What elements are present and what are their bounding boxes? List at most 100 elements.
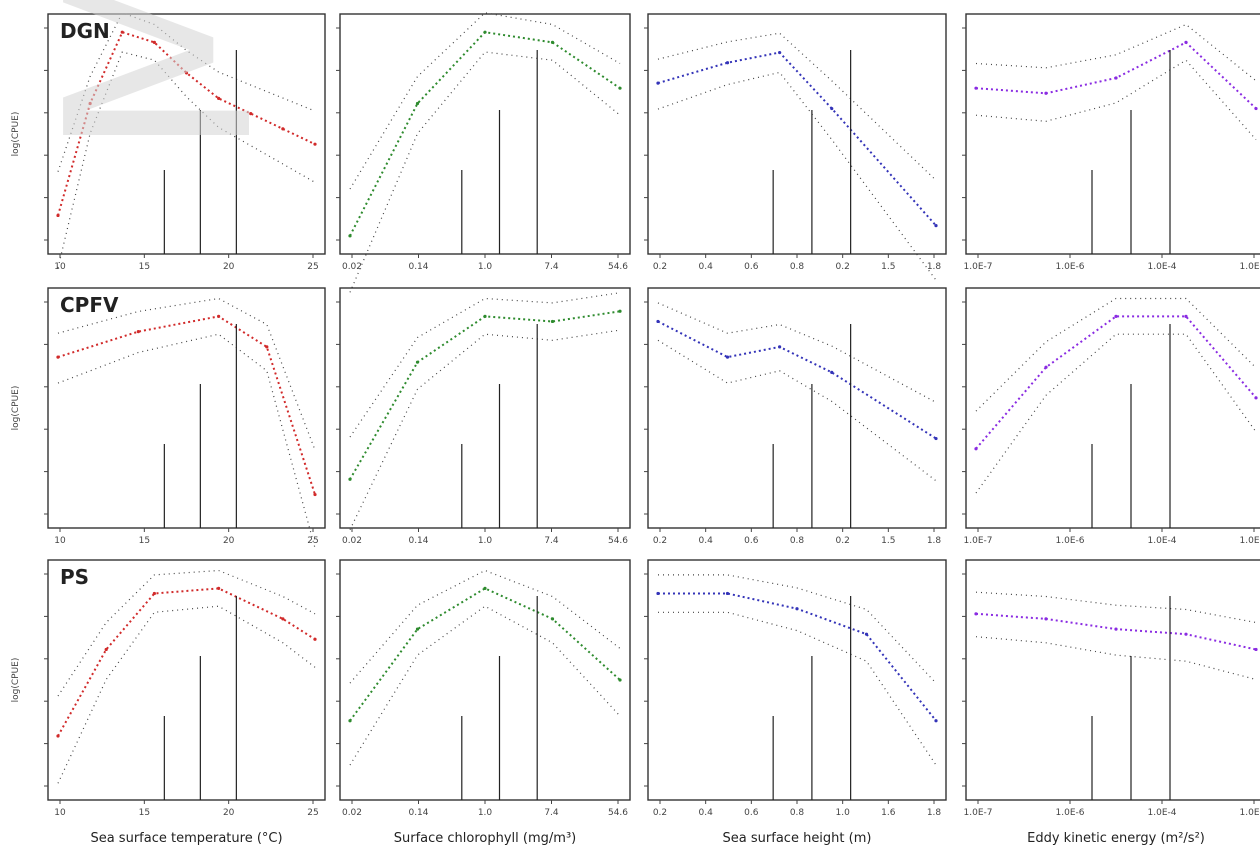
panel-ps-1-point	[217, 586, 221, 590]
panel-dgn-1-point	[313, 142, 317, 146]
panel-ps-1-xtick-label: 15	[139, 808, 150, 818]
panel-dgn-2-ci-lower	[349, 51, 621, 293]
panel-ps-1-point	[313, 637, 317, 641]
panel-cpfv-2-ci-upper	[349, 292, 621, 438]
panel-ps-1-point	[152, 591, 156, 596]
panel-ps-2-xtick-label: 0.02	[342, 808, 362, 818]
panel-cpfv-2-point	[483, 314, 487, 318]
panel-ps-1-point	[56, 734, 60, 738]
panel-cpfv-1-point	[217, 314, 221, 318]
panel-ps-4-xtick-label: 1.0E-6	[1056, 808, 1085, 818]
panel-dgn-3-point	[778, 50, 782, 55]
panel-dgn-3-xtick-label: 0.2	[653, 262, 667, 272]
panel-ps-1-series-line	[57, 587, 316, 737]
panel-cpfv-1-series-line	[57, 315, 316, 495]
panel-cpfv-3-point	[934, 436, 938, 441]
panel-dgn-1-xtick-label: 20	[223, 262, 235, 272]
panel-ps-3-ci-upper	[658, 574, 937, 684]
panel-ps-4-point	[1044, 617, 1048, 621]
panel-dgn-3-point	[934, 224, 938, 228]
panel-cpfv-2-point	[550, 319, 555, 324]
panel-cpfv-1-xtick-label: 15	[139, 536, 150, 546]
panel-cpfv-2-xtick-label: 54.6	[608, 536, 628, 546]
panel-ps-2-point	[618, 678, 622, 682]
panel-ps-1-ci-lower	[57, 605, 316, 784]
panel-ps-3-xtick-label: 0.2	[653, 808, 667, 818]
panel-dgn-1-ylabel: log(CPUE)	[11, 112, 21, 157]
panel-ps-2-series-line	[349, 587, 621, 722]
panel-ps-1-ci-upper	[57, 569, 316, 697]
panel-dgn-1-series-line	[57, 30, 316, 216]
panel-dgn-1-xtick-label: 15	[139, 262, 150, 272]
panel-ps-2-xtick-label: 0.14	[408, 808, 428, 818]
panel-cpfv-2-series-line	[349, 310, 621, 480]
panel-cpfv-3-point	[830, 370, 834, 374]
panel-dgn-1-xtick-label: 25	[307, 262, 318, 272]
panel-ps-3-series-line	[658, 592, 937, 722]
panel-dgn-3-point	[830, 106, 834, 111]
panel-cpfv-1-ci-lower	[57, 333, 316, 549]
xlabel-col-2: Surface chlorophyll (mg/m³)	[394, 831, 576, 846]
panel-dgn-3-xtick-label: 0.2	[836, 262, 850, 272]
panel-ps-2-point	[550, 617, 555, 621]
panel-dgn-4-xtick-label: 1.0E-4	[1148, 262, 1177, 272]
panel-cpfv-2-frame	[339, 287, 631, 529]
panel-cpfv-2-point	[348, 477, 352, 481]
panel-dgn-4-series-line	[975, 41, 1257, 110]
panel-cpfv-2-xtick-label: 0.02	[342, 536, 362, 546]
panel-dgn-2-point	[415, 101, 420, 106]
panel-dgn-4-point	[1114, 76, 1118, 80]
panel-cpfv-1-point	[56, 355, 60, 359]
panel-cpfv-2-xtick-label: 7.4	[544, 536, 559, 546]
panel-cpfv-3-xtick-label: 0.2	[836, 536, 850, 546]
panel-ps-4-point	[1114, 627, 1118, 631]
panel-cpfv-1-xtick-label: 20	[223, 536, 235, 546]
panel-dgn-4-xtick-label: 1.0E-7	[964, 262, 993, 272]
panel-cpfv-3-ci-upper	[657, 302, 937, 403]
xlabel-col-3: Sea surface height (m)	[723, 831, 872, 846]
panel-dgn-1-point	[56, 213, 60, 218]
panel-ps-3-xtick-label: 0.8	[790, 808, 805, 818]
panel-ps-3-ci-lower	[658, 611, 937, 766]
panel-dgn-2-point	[348, 234, 352, 238]
panel-cpfv-1-point	[265, 345, 269, 349]
panel-dgn-3-point	[725, 61, 730, 65]
panel-dgn-3-point	[656, 81, 660, 85]
panel-ps-1-xtick-label: 20	[223, 808, 235, 818]
panel-cpfv-4-xtick-label: 1.0E-7	[964, 536, 993, 546]
panel-ps-3-xtick-label: 1.8	[927, 808, 942, 818]
panel-ps-4-ci-upper	[975, 591, 1257, 624]
panel-cpfv-3-point	[778, 345, 782, 349]
panel-dgn-1-point	[281, 127, 285, 131]
panel-ps-1-point	[281, 617, 285, 621]
panel-dgn-2-series-line	[349, 31, 621, 237]
panel-dgn-1-point	[120, 30, 124, 34]
panel-ps-4-xtick-label: 1.0E-2	[1240, 808, 1260, 818]
panel-cpfv-4-xtick-label: 1.0E-6	[1056, 536, 1085, 546]
panel-dgn-3-xtick-label: 0.6	[744, 262, 759, 272]
panel-ps-4-xtick-label: 1.0E-4	[1148, 808, 1177, 818]
panel-cpfv-2-xtick-label: 0.14	[408, 536, 428, 546]
panel-ps-4-point	[1184, 632, 1188, 636]
panel-ps-2-xtick-label: 1.0	[478, 808, 493, 818]
panel-dgn-3-ci-lower	[657, 71, 937, 281]
panel-cpfv-4-xtick-label: 1.0E-4	[1148, 536, 1177, 546]
panel-ps-1-xtick-label: 10	[54, 808, 66, 818]
panel-cpfv-4-ci-upper	[975, 297, 1257, 412]
panel-ps-1-row-label: PS	[60, 565, 89, 589]
panel-cpfv-1-ylabel: log(CPUE)	[11, 386, 21, 431]
panel-dgn-1-point	[249, 112, 253, 116]
panel-cpfv-3-series-line	[657, 320, 937, 440]
panel-cpfv-2-point	[415, 360, 420, 364]
panel-ps-3-frame	[647, 559, 947, 801]
panel-ps-4-point	[1254, 647, 1258, 652]
panel-dgn-1-point	[217, 96, 221, 100]
panel-dgn-3-xtick-label: 0.4	[699, 262, 714, 272]
panel-cpfv-3-point	[656, 319, 660, 324]
panel-cpfv-3-xtick-label: 1.8	[927, 536, 942, 546]
panel-cpfv-1-row-label: CPFV	[60, 293, 119, 317]
panel-dgn-2-point	[550, 40, 555, 44]
xlabel-col-4: Eddy kinetic energy (m²/s²)	[1027, 831, 1205, 846]
panel-ps-2-point	[415, 627, 420, 631]
